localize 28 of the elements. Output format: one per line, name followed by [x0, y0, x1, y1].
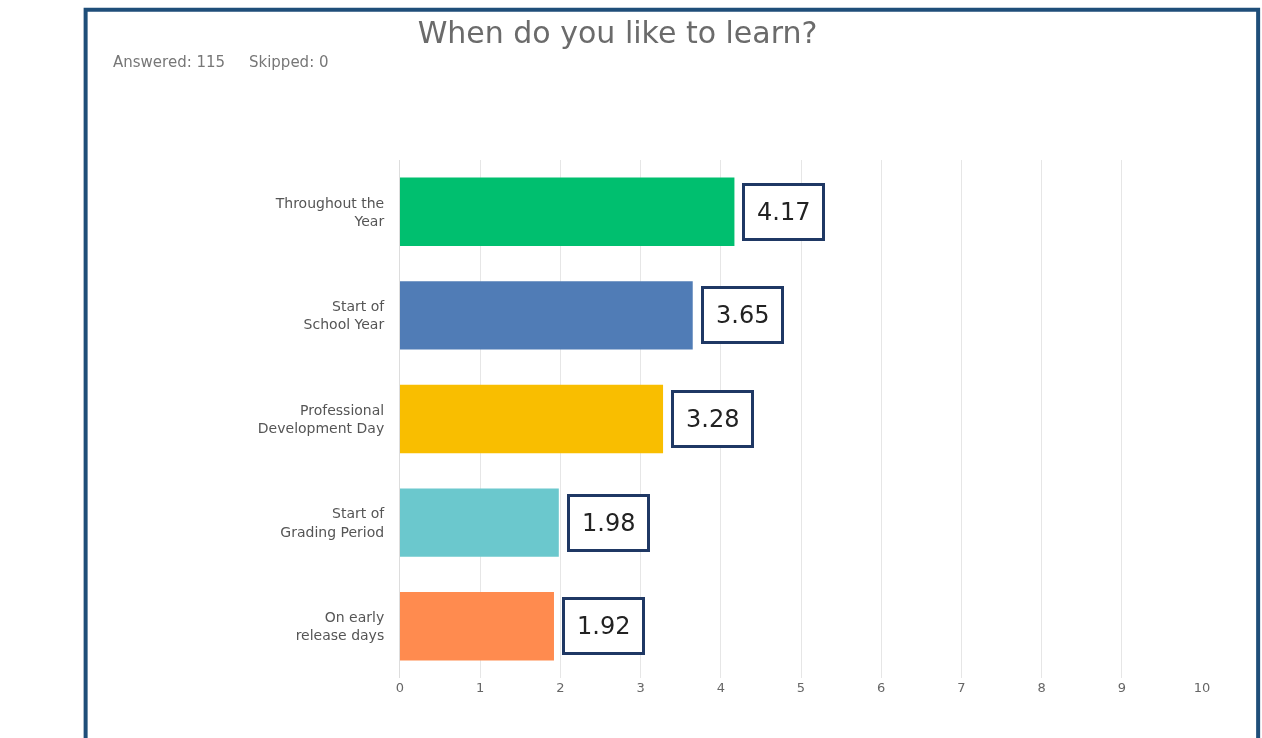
chart-title: When do you like to learn?: [417, 15, 818, 51]
y-tick-label: Start of Grading Period: [280, 505, 386, 540]
data-label: 1.92: [577, 612, 631, 640]
y-tick-label: On early release days: [295, 609, 385, 644]
data-label: 3.28: [686, 405, 740, 433]
x-tick-label: 6: [877, 680, 886, 695]
x-tick-label: 1: [476, 680, 485, 695]
x-tick-label: 9: [1117, 680, 1126, 695]
text: Answered: 115 Skipped: 0: [113, 53, 329, 71]
x-tick-label: 0: [395, 680, 405, 695]
bar: [400, 281, 693, 350]
data-label: 3.65: [716, 301, 770, 329]
y-tick-label: Professional Development Day: [257, 401, 385, 436]
bar: [400, 488, 559, 557]
x-tick-label: 2: [556, 680, 565, 695]
data-label: 4.17: [757, 198, 811, 226]
x-tick-label: 8: [1037, 680, 1046, 695]
x-tick-label: 3: [636, 680, 645, 695]
bar: [400, 592, 554, 661]
data-label: 1.98: [582, 509, 636, 537]
x-tick-label: 7: [957, 680, 966, 695]
x-tick-label: 4: [716, 680, 725, 695]
bar: [400, 384, 664, 454]
x-tick-label: 10: [1193, 680, 1211, 695]
y-tick-label: Throughout the Year: [274, 194, 385, 229]
x-tick-label: 5: [796, 680, 806, 695]
bar: [400, 177, 735, 246]
y-tick-label: Start of School Year: [303, 298, 386, 333]
